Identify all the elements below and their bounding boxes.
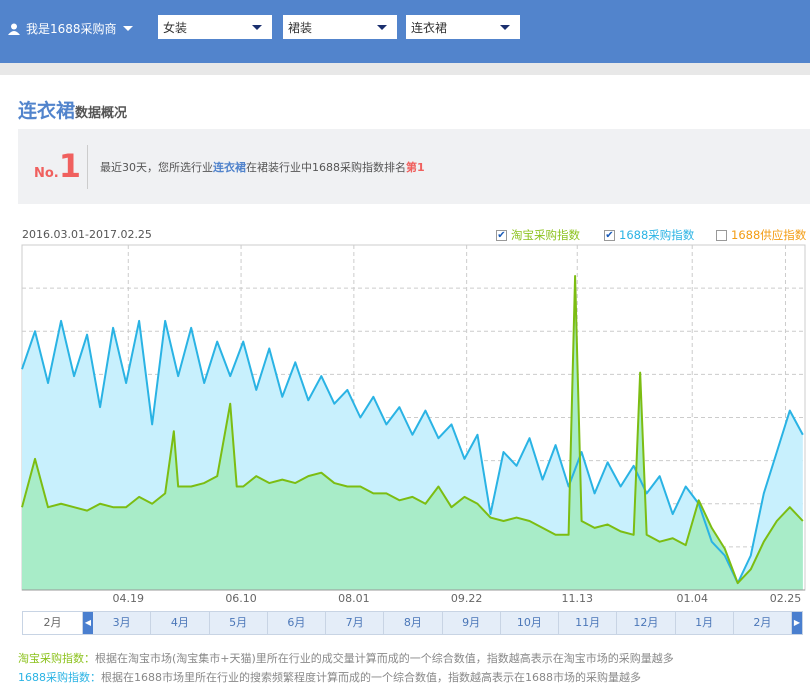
rank-badge: No.1	[34, 147, 81, 185]
x-tick-label: 01.04	[676, 592, 708, 605]
month-tab[interactable]: 8月	[384, 612, 443, 634]
chevron-down-icon	[377, 25, 387, 30]
category-select-1[interactable]: 女装	[158, 15, 272, 39]
series-area-1	[22, 276, 803, 590]
rank-text-category: 连衣裙	[213, 161, 246, 174]
top-bar: 我是1688采购商 女装 裙装 连衣裙	[0, 0, 810, 63]
checkbox-checked-icon[interactable]: ✔	[496, 229, 507, 241]
legend-1688-purchase[interactable]: ✔ 1688采购指数	[604, 227, 694, 243]
month-tab[interactable]: 3月	[93, 612, 152, 634]
desc-text: 根据在1688市场里所在行业的搜索频繁程度计算而成的一个综合数值，指数越高表示在…	[101, 671, 641, 684]
rank-summary: No.1 最近30天，您所选行业连衣裙在裙装行业中1688采购指数排名第1	[18, 129, 810, 204]
description-taobao: 淘宝采购指数：根据在淘宝市场(淘宝集市+天猫)里所在行业的成交量计算而成的一个综…	[18, 650, 674, 666]
month-tab[interactable]: 5月	[209, 612, 268, 634]
desc-key: 淘宝采购指数：	[18, 652, 95, 665]
rank-text-rank: 第1	[406, 161, 425, 174]
scroll-left-button[interactable]: ◀	[83, 612, 93, 634]
month-tab[interactable]: 2月	[733, 612, 792, 634]
rank-number: 1	[58, 147, 82, 185]
month-tab[interactable]: 9月	[442, 612, 501, 634]
user-role-label: 我是1688采购商	[26, 22, 117, 36]
select-value: 连衣裙	[411, 21, 448, 35]
x-tick-label: 04.19	[113, 592, 145, 605]
month-tab[interactable]: 4月	[151, 612, 210, 634]
title-category: 连衣裙	[18, 100, 76, 122]
chevron-down-icon	[252, 25, 262, 30]
x-tick-label: 09.22	[451, 592, 483, 605]
legend-1688-supply[interactable]: 1688供应指数	[716, 227, 806, 243]
category-select-2[interactable]: 裙装	[283, 15, 397, 39]
x-tick-label: 06.10	[225, 592, 257, 605]
user-role-dropdown[interactable]: 我是1688采购商	[8, 20, 133, 37]
title-suffix: 数据概况	[75, 106, 128, 121]
month-tab[interactable]: 12月	[617, 612, 676, 634]
select-value: 女装	[163, 21, 188, 35]
divider	[87, 145, 88, 189]
desc-key: 1688采购指数：	[18, 671, 101, 684]
x-tick-label: 08.01	[338, 592, 370, 605]
x-tick-label: 02.25	[770, 592, 802, 605]
category-select-3[interactable]: 连衣裙	[406, 15, 520, 39]
month-tab[interactable]: 11月	[559, 612, 618, 634]
legend-label: 1688供应指数	[731, 228, 807, 242]
checkbox-checked-icon[interactable]: ✔	[604, 229, 615, 241]
scroll-right-button[interactable]: ▶	[792, 612, 802, 634]
rank-text-before: 最近30天，您所选行业	[100, 161, 213, 174]
month-tab[interactable]: 2月	[23, 612, 83, 634]
page-title: 连衣裙数据概况	[18, 96, 127, 123]
desc-text: 根据在淘宝市场(淘宝集市+天猫)里所在行业的成交量计算而成的一个综合数值，指数越…	[95, 652, 674, 665]
rank-text-middle: 在裙装行业中1688采购指数排名	[246, 161, 406, 174]
rank-text: 最近30天，您所选行业连衣裙在裙装行业中1688采购指数排名第1	[100, 159, 425, 175]
month-tab[interactable]: 6月	[267, 612, 326, 634]
user-icon	[8, 23, 20, 35]
description-1688: 1688采购指数：根据在1688市场里所在行业的搜索频繁程度计算而成的一个综合数…	[18, 669, 641, 685]
legend-taobao[interactable]: ✔ 淘宝采购指数	[496, 227, 580, 243]
select-value: 裙装	[288, 21, 313, 35]
legend-label: 淘宝采购指数	[511, 228, 580, 242]
checkbox-unchecked-icon[interactable]	[716, 229, 727, 241]
rank-prefix: No.	[34, 166, 59, 181]
legend-label: 1688采购指数	[619, 228, 695, 242]
month-tab[interactable]: 7月	[326, 612, 385, 634]
index-trend-chart: 04.19 06.10 08.01 09.22 11.13 01.04 02.25	[21, 244, 806, 605]
divider-band	[0, 63, 810, 75]
month-tab[interactable]: 10月	[500, 612, 559, 634]
date-range: 2016.03.01-2017.02.25	[22, 228, 152, 241]
x-tick-label: 11.13	[562, 592, 594, 605]
month-timeline: 2月 ◀ 3月 4月 5月 6月 7月 8月 9月 10月 11月 12月 1月 2月 ▶	[22, 611, 803, 635]
chevron-down-icon	[500, 25, 510, 30]
chevron-down-icon	[122, 26, 133, 31]
month-tab[interactable]: 1月	[675, 612, 734, 634]
